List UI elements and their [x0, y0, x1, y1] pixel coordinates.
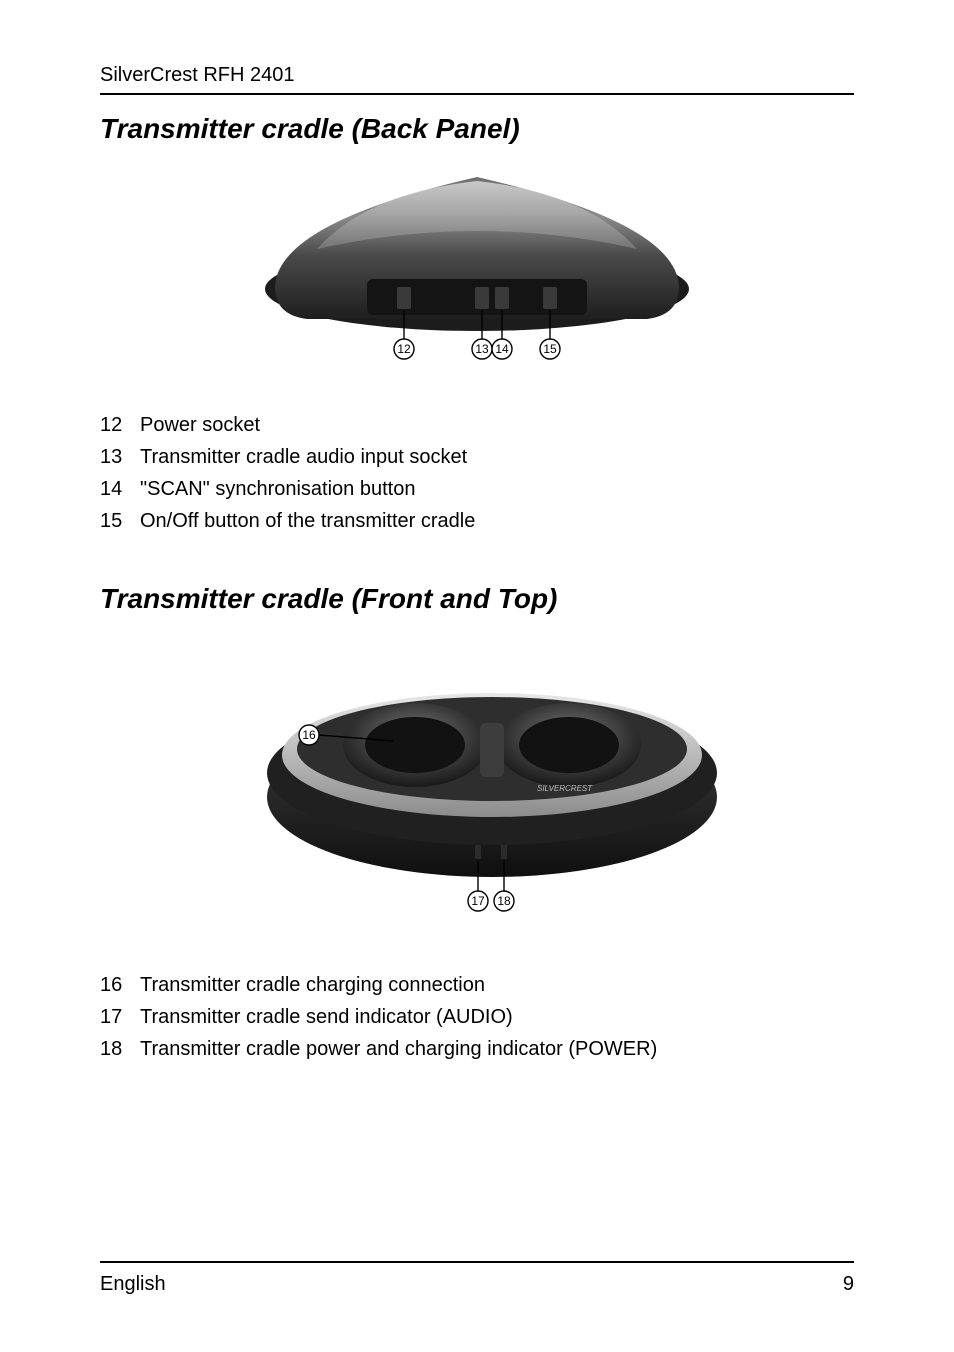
- list-item: 12 Power socket: [100, 409, 854, 441]
- callout-16: 16: [302, 728, 316, 742]
- list-item: 18 Transmitter cradle power and charging…: [100, 1033, 854, 1065]
- list-text: Transmitter cradle power and charging in…: [140, 1033, 657, 1065]
- callout-14: 14: [495, 342, 509, 356]
- footer-lang: English: [100, 1273, 166, 1296]
- list-front: 16 Transmitter cradle charging connectio…: [100, 969, 854, 1065]
- list-back: 12 Power socket 13 Transmitter cradle au…: [100, 409, 854, 537]
- list-text: On/Off button of the transmitter cradle: [140, 505, 475, 537]
- list-text: Transmitter cradle send indicator (AUDIO…: [140, 1001, 513, 1033]
- figure-back-panel: 12 13 14 15: [100, 167, 854, 377]
- list-num: 12: [100, 409, 132, 441]
- footer-rule: [100, 1261, 854, 1263]
- callout-13: 13: [475, 342, 489, 356]
- list-num: 17: [100, 1001, 132, 1033]
- footer-page: 9: [843, 1273, 854, 1296]
- section-title-back: Transmitter cradle (Back Panel): [100, 113, 854, 145]
- list-num: 14: [100, 473, 132, 505]
- list-num: 16: [100, 969, 132, 1001]
- list-item: 13 Transmitter cradle audio input socket: [100, 441, 854, 473]
- list-text: Power socket: [140, 409, 260, 441]
- brand-label: SILVERCREST: [537, 784, 593, 793]
- list-text: "SCAN" synchronisation button: [140, 473, 415, 505]
- list-num: 18: [100, 1033, 132, 1065]
- list-text: Transmitter cradle audio input socket: [140, 441, 467, 473]
- list-item: 17 Transmitter cradle send indicator (AU…: [100, 1001, 854, 1033]
- list-num: 15: [100, 505, 132, 537]
- figure-front-top: SILVERCREST 16 17 18: [100, 637, 854, 937]
- callout-15: 15: [543, 342, 557, 356]
- callout-17: 17: [471, 894, 485, 908]
- list-item: 15 On/Off button of the transmitter crad…: [100, 505, 854, 537]
- section-title-front: Transmitter cradle (Front and Top): [100, 583, 854, 615]
- header-rule: [100, 93, 854, 95]
- callout-18: 18: [497, 894, 511, 908]
- list-num: 13: [100, 441, 132, 473]
- callout-12: 12: [397, 342, 411, 356]
- list-item: 16 Transmitter cradle charging connectio…: [100, 969, 854, 1001]
- list-text: Transmitter cradle charging connection: [140, 969, 485, 1001]
- product-header: SilverCrest RFH 2401: [100, 64, 854, 87]
- list-item: 14 "SCAN" synchronisation button: [100, 473, 854, 505]
